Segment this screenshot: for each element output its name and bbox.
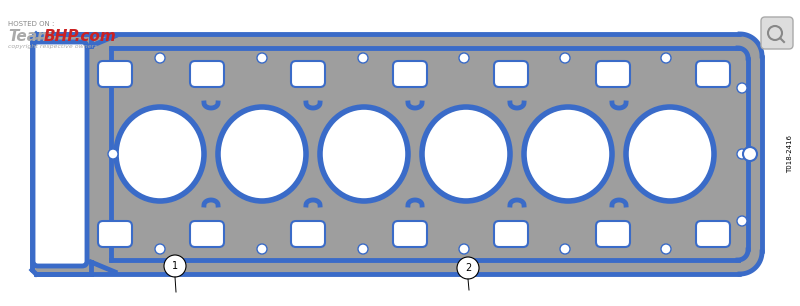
Ellipse shape	[626, 107, 714, 201]
Circle shape	[459, 53, 469, 63]
Text: 1: 1	[172, 261, 178, 271]
FancyBboxPatch shape	[190, 61, 224, 87]
FancyBboxPatch shape	[393, 221, 427, 247]
Ellipse shape	[116, 107, 204, 201]
FancyBboxPatch shape	[393, 61, 427, 87]
Circle shape	[737, 216, 747, 226]
Ellipse shape	[422, 107, 510, 201]
Text: BHP.com: BHP.com	[44, 28, 117, 43]
FancyBboxPatch shape	[98, 221, 132, 247]
Circle shape	[155, 53, 165, 63]
FancyBboxPatch shape	[291, 221, 325, 247]
Text: HOSTED ON :: HOSTED ON :	[8, 21, 54, 27]
Ellipse shape	[320, 107, 408, 201]
Ellipse shape	[524, 107, 612, 201]
Circle shape	[164, 255, 186, 277]
FancyBboxPatch shape	[33, 42, 87, 266]
FancyBboxPatch shape	[98, 61, 132, 87]
Text: copyright respective owners: copyright respective owners	[8, 43, 98, 48]
FancyBboxPatch shape	[596, 221, 630, 247]
FancyBboxPatch shape	[696, 221, 730, 247]
FancyBboxPatch shape	[494, 61, 528, 87]
FancyBboxPatch shape	[761, 17, 793, 49]
FancyBboxPatch shape	[291, 61, 325, 87]
Circle shape	[459, 244, 469, 254]
Circle shape	[560, 244, 570, 254]
FancyBboxPatch shape	[494, 221, 528, 247]
FancyBboxPatch shape	[30, 36, 98, 272]
Circle shape	[661, 244, 671, 254]
Circle shape	[661, 53, 671, 63]
Circle shape	[358, 53, 368, 63]
Circle shape	[257, 244, 267, 254]
FancyBboxPatch shape	[190, 221, 224, 247]
Text: T018-2416: T018-2416	[787, 135, 793, 173]
Circle shape	[155, 244, 165, 254]
Circle shape	[108, 149, 118, 159]
FancyBboxPatch shape	[93, 34, 740, 274]
FancyBboxPatch shape	[33, 42, 87, 266]
Circle shape	[457, 257, 479, 279]
Circle shape	[743, 147, 757, 161]
Ellipse shape	[218, 107, 306, 201]
FancyBboxPatch shape	[696, 61, 730, 87]
Circle shape	[737, 83, 747, 93]
Circle shape	[257, 53, 267, 63]
Text: Team-: Team-	[8, 28, 59, 43]
FancyBboxPatch shape	[596, 61, 630, 87]
Text: 2: 2	[465, 263, 471, 273]
Circle shape	[737, 149, 747, 159]
Circle shape	[358, 244, 368, 254]
FancyBboxPatch shape	[718, 34, 762, 274]
Circle shape	[560, 53, 570, 63]
